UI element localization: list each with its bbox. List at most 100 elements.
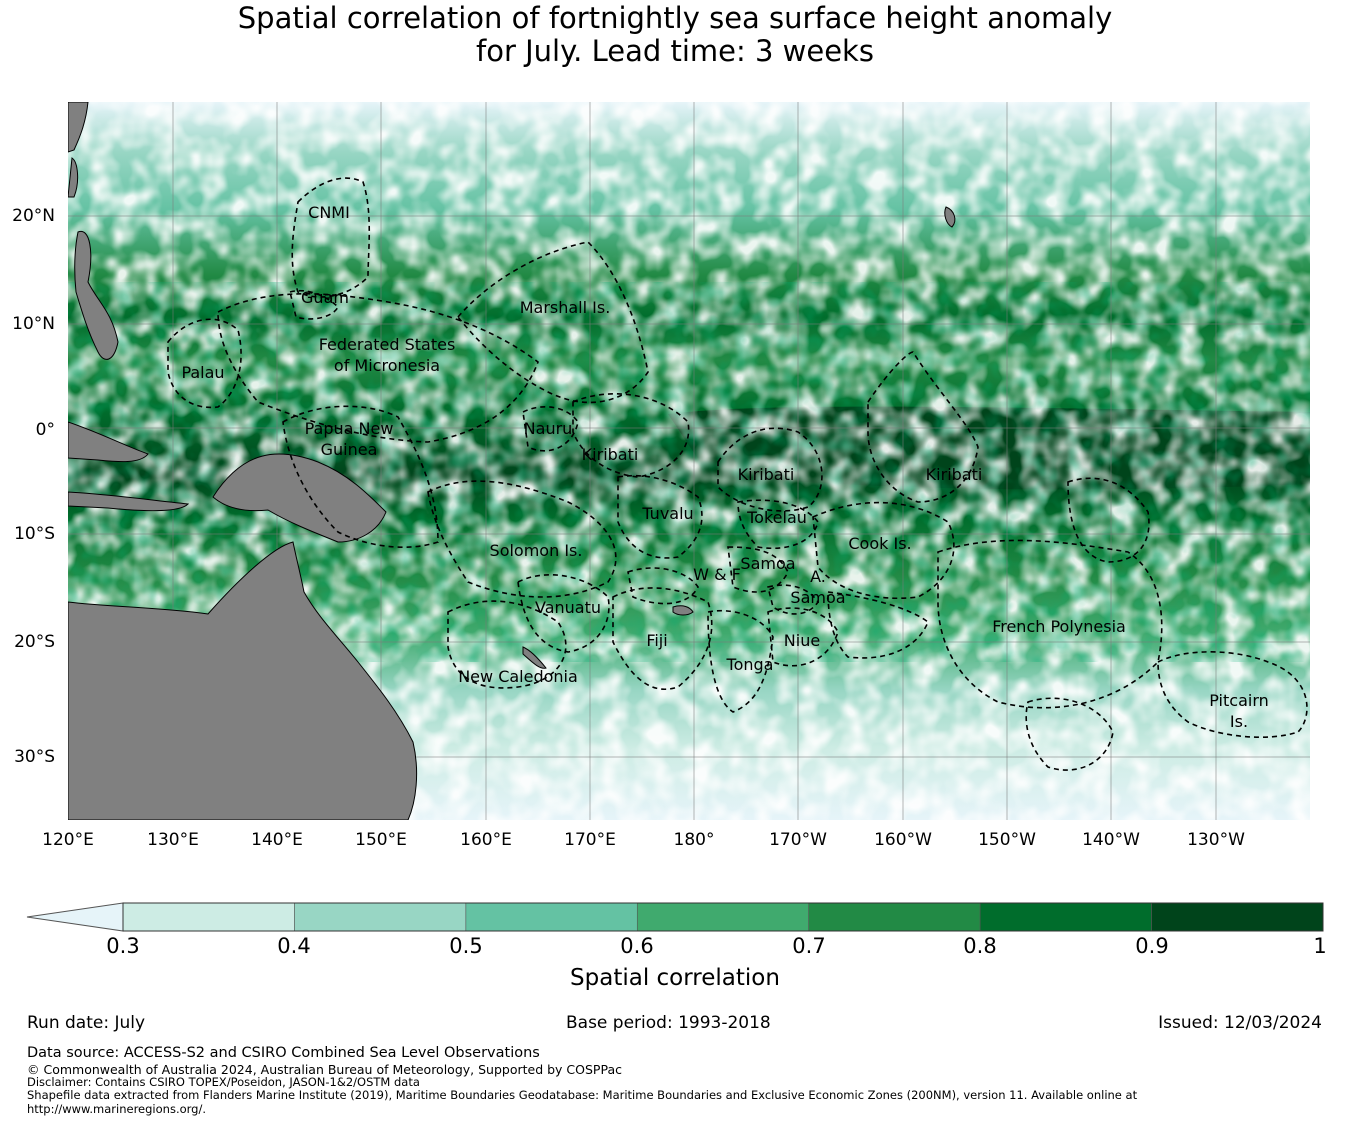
colorbar-cell — [1151, 902, 1324, 932]
eez-cnmi — [291, 177, 371, 298]
fiji-island — [672, 605, 694, 616]
lon-tick-140e: 140°E — [251, 830, 303, 850]
region-label-tuvalu: Tuvalu — [641, 504, 693, 523]
colorbar-label-0-5: 0.5 — [449, 934, 483, 958]
eez-tokelau — [737, 499, 819, 549]
lon-tick-150w: 150°W — [978, 830, 1036, 850]
colorbar-title: Spatial correlation — [570, 965, 780, 991]
region-label-palau: Palau — [181, 363, 224, 382]
lon-tick-180: 180° — [673, 830, 715, 850]
shapefile-url: http://www.marineregions.org/. — [27, 1102, 206, 1116]
colorbar-label-0-4: 0.4 — [277, 934, 311, 958]
colorbar-label-0-3: 0.3 — [106, 934, 140, 958]
colorbar-label-0-8: 0.8 — [963, 934, 997, 958]
colorbar-cell — [294, 902, 467, 932]
colorbar-label-0-6: 0.6 — [620, 934, 654, 958]
lon-tick-150e: 150°E — [355, 830, 407, 850]
lat-tick-10s: 10°S — [14, 524, 55, 544]
land — [68, 102, 956, 820]
eez-kiribati-central — [717, 427, 823, 512]
eez-new-caledonia — [447, 600, 567, 689]
region-label-fsm: Federated States of Micronesia — [319, 335, 456, 375]
region-label-guam: Guam — [301, 288, 349, 307]
region-label-samoa: Samoa — [740, 554, 795, 573]
hawaii — [944, 206, 956, 228]
map-svg: CNMI Guam Marshall Is. Federated States o… — [68, 102, 1310, 820]
eez-french-polynesia — [937, 539, 1163, 709]
map-title: Spatial correlation of fortnightly sea s… — [0, 2, 1350, 68]
eez-vanuatu — [517, 574, 610, 653]
issued-date: Issued: 12/03/2024 — [1158, 1013, 1322, 1033]
region-label-nauru: Nauru — [524, 419, 573, 438]
colorbar-outline — [122, 902, 1324, 932]
lon-tick-160e: 160°E — [460, 830, 512, 850]
eez-boundaries — [167, 177, 1308, 771]
run-date: Run date: July — [27, 1013, 146, 1033]
eez-marshall — [456, 241, 649, 404]
lat-tick-0: 0° — [35, 420, 55, 440]
region-label-marshall: Marshall Is. — [520, 298, 611, 317]
colorbar-cell — [808, 902, 981, 932]
region-label-pitcairn: Pitcairn Is. — [1209, 691, 1269, 731]
taiwan — [68, 157, 79, 198]
philippines — [74, 230, 119, 360]
eez-pitcairn — [1157, 651, 1308, 738]
eez-fiji — [612, 587, 713, 690]
colorbar-cell — [979, 902, 1152, 932]
eez-marquesas — [1067, 477, 1150, 563]
colorbar-label-1: 1 — [1313, 934, 1327, 958]
region-label-solomon: Solomon Is. — [490, 541, 583, 560]
colorbar-cells — [122, 902, 1324, 932]
copyright: © Commonwealth of Australia 2024, Austra… — [27, 1062, 622, 1077]
eez-kiribati-east — [867, 351, 979, 503]
colorbar-label-0-7: 0.7 — [792, 934, 826, 958]
region-label-american-samoa: Samoa — [790, 588, 845, 607]
region-label-tokelau: Tokelau — [746, 508, 807, 527]
lon-tick-170e: 170°E — [564, 830, 616, 850]
region-label-niue: Niue — [784, 631, 820, 650]
eez-palau — [167, 318, 242, 409]
base-period: Base period: 1993-2018 — [566, 1013, 771, 1033]
region-label-cnmi: CNMI — [308, 203, 350, 222]
eez-wf — [627, 567, 699, 605]
title-line-2: for July. Lead time: 3 weeks — [476, 34, 874, 68]
correlation-map: CNMI Guam Marshall Is. Federated States o… — [68, 102, 1310, 820]
colorbar-cell — [122, 902, 295, 932]
eez-kiribati-west — [572, 393, 690, 478]
eez-solomon — [427, 480, 617, 598]
lat-tick-10n: 10°N — [12, 314, 55, 334]
eez-cook-south — [827, 591, 929, 659]
sulawesi — [68, 421, 149, 463]
taiwan-coast — [68, 102, 89, 153]
title-line-1: Spatial correlation of fortnightly sea s… — [237, 1, 1113, 35]
eez-tuvalu — [617, 474, 703, 559]
region-label-french-polynesia: French Polynesia — [992, 617, 1126, 636]
colorbar-extend-arrow — [26, 902, 124, 932]
eez-austral — [1025, 697, 1114, 771]
shapefile-credit: Shapefile data extracted from Flanders M… — [27, 1088, 1138, 1102]
region-label-american-samoa-a: A. — [810, 567, 826, 586]
colorbar-label-0-9: 0.9 — [1135, 934, 1169, 958]
region-label-png: Papua New Guinea — [305, 419, 394, 459]
region-label-tonga: Tonga — [726, 655, 774, 674]
colorbar-cell — [465, 902, 638, 932]
region-label-kiribati-central: Kiribati — [738, 465, 795, 484]
colorbar — [26, 902, 1324, 932]
lon-tick-140w: 140°W — [1082, 830, 1140, 850]
eez-nauru — [522, 406, 579, 452]
data-source: Data source: ACCESS-S2 and CSIRO Combine… — [27, 1045, 540, 1061]
region-label-new-caledonia: New Caledonia — [458, 667, 578, 686]
lat-tick-30s: 30°S — [14, 747, 55, 767]
eez-cook-north — [812, 501, 955, 600]
new-guinea — [212, 453, 387, 543]
australia — [68, 541, 418, 820]
lon-tick-120e: 120°E — [42, 830, 94, 850]
eez-niue — [767, 607, 839, 667]
lon-tick-130e: 130°E — [147, 830, 199, 850]
disclaimer: Disclaimer: Contains CSIRO TOPEX/Poseido… — [27, 1075, 420, 1089]
region-label-cook: Cook Is. — [848, 534, 911, 553]
lat-tick-20s: 20°S — [14, 632, 55, 652]
eez-american-samoa — [767, 584, 819, 615]
lon-tick-170w: 170°W — [769, 830, 827, 850]
region-label-kiribati-west: Kiribati — [582, 445, 639, 464]
